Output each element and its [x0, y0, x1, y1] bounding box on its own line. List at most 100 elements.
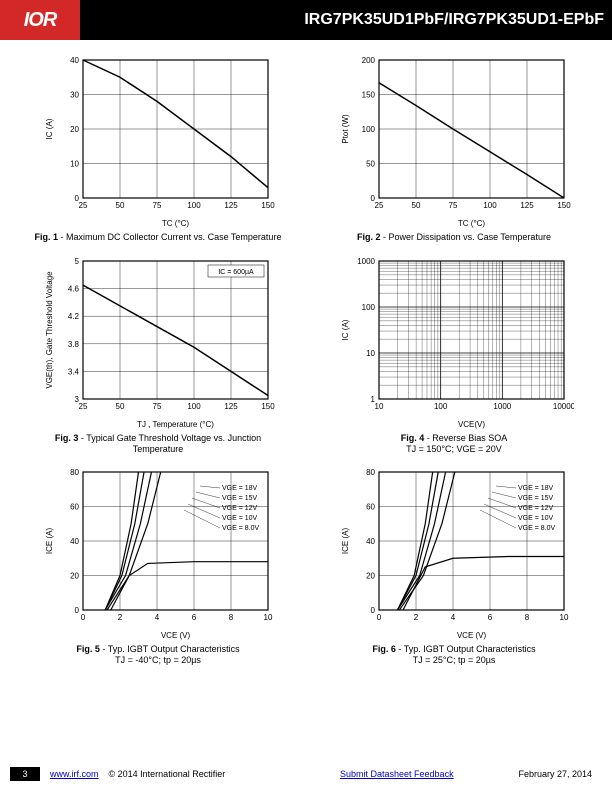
footer: 3 www.irf.com © 2014 International Recti… — [0, 764, 612, 784]
svg-text:VGE = 15V: VGE = 15V — [518, 495, 554, 502]
svg-text:20: 20 — [70, 572, 79, 581]
svg-text:TJ , Temperature (°C): TJ , Temperature (°C) — [137, 420, 214, 429]
svg-text:2: 2 — [414, 613, 419, 622]
logo-box: IOR — [0, 0, 80, 40]
svg-text:VGE = 10V: VGE = 10V — [518, 515, 554, 522]
svg-text:VCE(V): VCE(V) — [458, 420, 485, 429]
svg-text:150: 150 — [362, 91, 376, 100]
fig5-chart: 0246810020406080VCE (V)ICE (A)VGE = 18VV… — [38, 462, 278, 642]
fig1-cell: 255075100125150010203040TC (°C)IC (A) Fi… — [30, 50, 286, 243]
svg-text:200: 200 — [362, 56, 376, 65]
svg-text:3.4: 3.4 — [68, 367, 80, 376]
svg-text:20: 20 — [70, 125, 79, 134]
footer-copyright: © 2014 International Rectifier — [109, 769, 226, 779]
svg-text:75: 75 — [449, 201, 458, 210]
fig3-caption: Fig. 3 - Typical Gate Threshold Voltage … — [30, 433, 286, 455]
svg-text:125: 125 — [224, 201, 238, 210]
svg-text:1: 1 — [371, 395, 376, 404]
svg-text:VGE = 10V: VGE = 10V — [222, 515, 258, 522]
svg-text:40: 40 — [70, 537, 79, 546]
fig6-chart: 0246810020406080VCE (V)ICE (A)VGE = 18VV… — [334, 462, 574, 642]
svg-text:0: 0 — [371, 194, 376, 203]
fig5-caption: Fig. 5 - Typ. IGBT Output Characteristic… — [76, 644, 239, 666]
svg-text:VGE = 12V: VGE = 12V — [222, 505, 258, 512]
svg-text:6: 6 — [488, 613, 493, 622]
svg-text:VGE = 8.0V: VGE = 8.0V — [518, 525, 555, 532]
fig3-cell: 25507510012515033.43.84.24.65TJ , Temper… — [30, 251, 286, 455]
page-number: 3 — [10, 767, 40, 781]
svg-text:ICE (A): ICE (A) — [45, 528, 54, 555]
svg-text:6: 6 — [192, 613, 197, 622]
svg-text:150: 150 — [261, 402, 275, 411]
svg-text:50: 50 — [412, 201, 421, 210]
footer-feedback[interactable]: Submit Datasheet Feedback — [340, 769, 454, 779]
svg-text:20: 20 — [366, 572, 375, 581]
svg-text:5: 5 — [75, 257, 80, 266]
svg-text:0: 0 — [75, 606, 80, 615]
svg-text:10: 10 — [375, 402, 384, 411]
svg-text:VGE = 18V: VGE = 18V — [518, 485, 554, 492]
charts-grid: 255075100125150010203040TC (°C)IC (A) Fi… — [0, 40, 612, 666]
fig6-cell: 0246810020406080VCE (V)ICE (A)VGE = 18VV… — [326, 462, 582, 666]
svg-text:10: 10 — [560, 613, 569, 622]
fig4-caption: Fig. 4 - Reverse Bias SOATJ = 150°C; VGE… — [401, 433, 508, 455]
svg-text:4: 4 — [155, 613, 160, 622]
fig5-cell: 0246810020406080VCE (V)ICE (A)VGE = 18VV… — [30, 462, 286, 666]
fig4-chart: 101001000100001101001000VCE(V)IC (A) — [334, 251, 574, 431]
svg-text:8: 8 — [229, 613, 234, 622]
svg-text:80: 80 — [366, 468, 375, 477]
svg-text:100: 100 — [187, 402, 201, 411]
fig2-cell: 255075100125150050100150200TC (°C)Ptot (… — [326, 50, 582, 243]
svg-text:1000: 1000 — [357, 257, 375, 266]
svg-text:10: 10 — [264, 613, 273, 622]
svg-text:125: 125 — [520, 201, 534, 210]
svg-text:150: 150 — [261, 201, 275, 210]
svg-text:4: 4 — [451, 613, 456, 622]
header: IOR IRG7PK35UD1PbF/IRG7PK35UD1-EPbF — [0, 0, 612, 40]
fig4-cell: 101001000100001101001000VCE(V)IC (A) Fig… — [326, 251, 582, 455]
svg-text:100: 100 — [187, 201, 201, 210]
svg-text:100: 100 — [434, 402, 448, 411]
svg-text:25: 25 — [79, 201, 88, 210]
svg-text:60: 60 — [70, 503, 79, 512]
svg-text:80: 80 — [70, 468, 79, 477]
svg-text:8: 8 — [525, 613, 530, 622]
svg-text:3: 3 — [75, 395, 80, 404]
svg-text:IC (A): IC (A) — [45, 118, 54, 139]
footer-url[interactable]: www.irf.com — [50, 769, 99, 779]
svg-text:100: 100 — [362, 125, 376, 134]
fig1-caption: Fig. 1 - Maximum DC Collector Current vs… — [35, 232, 282, 243]
svg-text:100: 100 — [362, 303, 376, 312]
svg-text:40: 40 — [70, 56, 79, 65]
svg-text:0: 0 — [371, 606, 376, 615]
svg-text:150: 150 — [557, 201, 571, 210]
svg-text:0: 0 — [81, 613, 86, 622]
svg-text:50: 50 — [116, 402, 125, 411]
svg-text:2: 2 — [118, 613, 123, 622]
svg-text:75: 75 — [153, 201, 162, 210]
svg-text:10: 10 — [366, 349, 375, 358]
fig3-chart: 25507510012515033.43.84.24.65TJ , Temper… — [38, 251, 278, 431]
svg-text:VCE (V): VCE (V) — [457, 631, 487, 640]
footer-date: February 27, 2014 — [518, 769, 592, 779]
svg-text:25: 25 — [375, 201, 384, 210]
svg-text:VCE (V): VCE (V) — [161, 631, 191, 640]
svg-text:10: 10 — [70, 160, 79, 169]
svg-text:30: 30 — [70, 91, 79, 100]
svg-text:25: 25 — [79, 402, 88, 411]
part-number: IRG7PK35UD1PbF/IRG7PK35UD1-EPbF — [304, 11, 604, 29]
title-box: IRG7PK35UD1PbF/IRG7PK35UD1-EPbF — [80, 0, 612, 40]
fig2-caption: Fig. 2 - Power Dissipation vs. Case Temp… — [357, 232, 551, 243]
svg-text:0: 0 — [75, 194, 80, 203]
svg-text:VGE = 12V: VGE = 12V — [518, 505, 554, 512]
fig6-caption: Fig. 6 - Typ. IGBT Output Characteristic… — [372, 644, 535, 666]
logo: IOR — [24, 9, 57, 32]
svg-text:60: 60 — [366, 503, 375, 512]
fig2-chart: 255075100125150050100150200TC (°C)Ptot (… — [334, 50, 574, 230]
svg-text:IC = 600µA: IC = 600µA — [218, 269, 254, 276]
svg-text:VGE = 15V: VGE = 15V — [222, 495, 258, 502]
svg-text:50: 50 — [366, 160, 375, 169]
svg-text:4.2: 4.2 — [68, 312, 80, 321]
svg-text:IC (A): IC (A) — [341, 319, 350, 340]
svg-text:75: 75 — [153, 402, 162, 411]
